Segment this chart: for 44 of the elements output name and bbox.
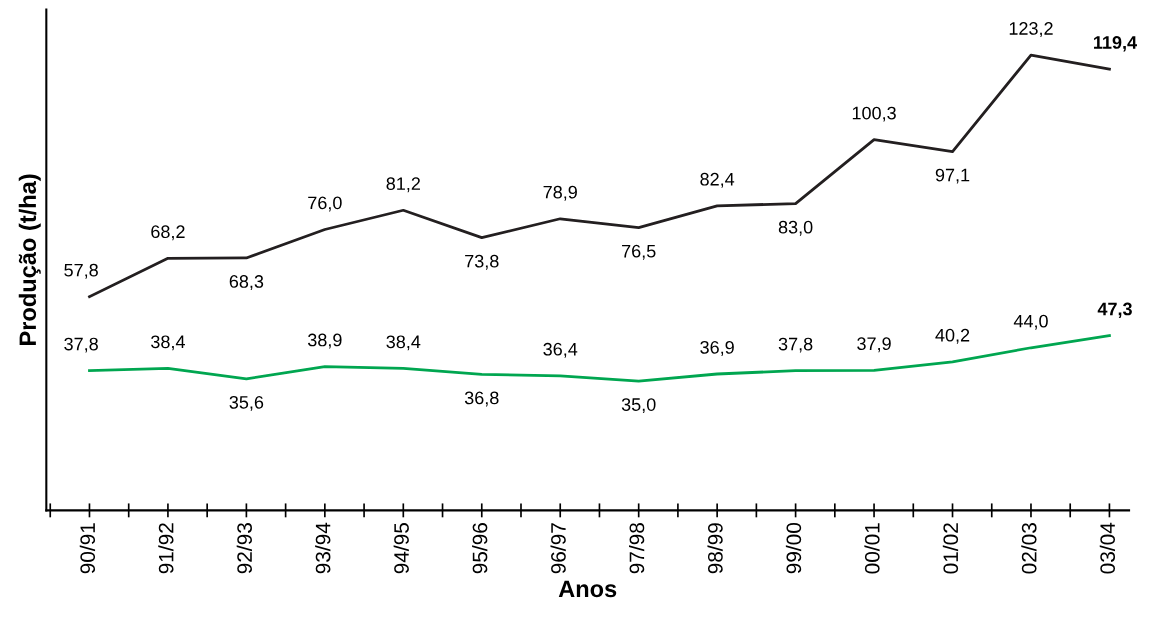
- x-axis-title: Anos: [558, 580, 617, 598]
- x-tick-label: 97/98: [628, 523, 645, 574]
- data-label: 36,4: [543, 342, 578, 358]
- x-tick-label: 94/95: [393, 523, 409, 574]
- data-label: 83,0: [778, 220, 813, 236]
- data-label: 76,0: [308, 196, 342, 212]
- data-label: 100,3: [852, 106, 896, 122]
- y-axis-title: Produção (t/ha): [18, 174, 41, 345]
- data-label: 37,8: [778, 337, 813, 353]
- data-label: 44,0: [1013, 314, 1048, 330]
- data-label: 123,2: [1009, 22, 1053, 37]
- data-label: 68,2: [151, 225, 185, 241]
- data-label: 76,5: [622, 244, 656, 260]
- data-label: 37,8: [64, 337, 98, 353]
- x-tick-label: 03/04: [1099, 522, 1116, 574]
- data-label: 35,0: [621, 398, 656, 414]
- data-label: 37,9: [857, 337, 891, 353]
- x-tick-label: 93/94: [315, 522, 331, 574]
- data-label: 36,9: [700, 340, 734, 356]
- data-label: 97,1: [935, 168, 970, 184]
- x-tick-label: 00/01: [864, 523, 880, 574]
- data-label: 78,9: [543, 185, 577, 201]
- x-tick-label: 02/03: [1021, 523, 1037, 574]
- data-label: 40,2: [935, 328, 970, 344]
- x-tick-label: 98/99: [707, 523, 723, 574]
- data-label: 57,8: [64, 263, 98, 279]
- data-label: 81,2: [386, 177, 420, 193]
- data-label: 119,4: [1094, 36, 1137, 52]
- x-tick-label: 96/97: [550, 523, 566, 574]
- data-label: 38,9: [307, 333, 342, 349]
- x-tick-label: 92/93: [236, 523, 252, 574]
- x-tick-label: 99/00: [785, 522, 802, 574]
- x-tick-label: 95/96: [472, 523, 488, 574]
- data-label: 35,6: [229, 395, 264, 411]
- x-tick-label: 01/02: [942, 523, 959, 574]
- x-tick-label: 90/91: [79, 523, 96, 574]
- data-label: 68,3: [229, 275, 264, 291]
- x-tick-label: 91/92: [158, 523, 174, 574]
- data-label: 38,4: [386, 335, 421, 351]
- data-label: 38,4: [151, 335, 185, 351]
- data-label: 47,3: [1097, 302, 1132, 318]
- data-label: 73,8: [465, 254, 499, 270]
- data-label: 82,4: [700, 172, 735, 188]
- data-label: 36,8: [464, 391, 499, 407]
